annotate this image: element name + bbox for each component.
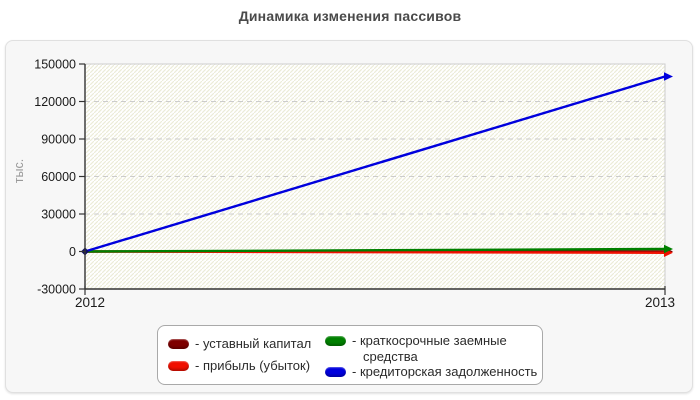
series-arrowhead	[664, 72, 673, 81]
legend-swatch-short-term-borrowings	[325, 336, 346, 346]
legend-item: - уставный капитал	[168, 336, 311, 352]
y-tick-label: 150000	[34, 58, 76, 72]
series-line	[84, 247, 666, 253]
legend-label: - краткосрочные заемные средства	[352, 333, 507, 364]
x-tick-label: 2013	[645, 295, 675, 310]
axes	[79, 63, 666, 295]
y-tick-label: 0	[69, 245, 76, 259]
legend-item: - кредиторская задолженность	[325, 364, 537, 380]
legend-swatch-charter-capital	[168, 339, 189, 349]
y-tick-label: 60000	[41, 170, 76, 184]
series-line	[84, 75, 666, 253]
legend-item: - краткосрочные заемные средства	[325, 333, 545, 365]
axis-tick-labels: -30000 0 30000 60000 90000 120000 150000 2012 20…	[34, 58, 675, 311]
y-tick-label: 30000	[41, 208, 76, 222]
chart-panel: -30000 0 30000 60000 90000 120000 150000 2012 20…	[5, 40, 693, 393]
legend-label: - прибыль (убыток)	[195, 358, 311, 373]
legend-label: - уставный капитал	[195, 336, 312, 351]
y-axis-label: тыс.	[12, 159, 26, 183]
legend-label: - кредиторская задолженность	[352, 364, 538, 379]
legend-swatch-accounts-payable	[325, 367, 346, 377]
legend: - уставный капитал - прибыль (убыток) - …	[157, 325, 543, 385]
series-lines	[81, 72, 673, 257]
legend-item: - прибыль (убыток)	[168, 358, 310, 374]
y-tick-label: -30000	[37, 283, 76, 297]
x-tick-label: 2012	[75, 295, 105, 310]
chart-title: Динамика изменения пассивов	[238, 8, 462, 24]
plot-area: -30000 0 30000 60000 90000 120000 150000 2012 20…	[12, 58, 675, 311]
legend-swatch-profit-loss	[168, 361, 189, 371]
series-arrowhead	[664, 244, 673, 254]
y-tick-label: 120000	[34, 95, 76, 109]
y-tick-label: 90000	[41, 133, 76, 147]
